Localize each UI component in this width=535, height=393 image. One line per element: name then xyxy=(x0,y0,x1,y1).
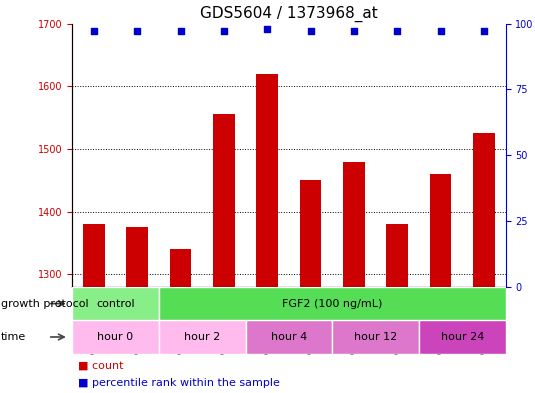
Text: GSM1224535: GSM1224535 xyxy=(305,289,316,354)
Bar xyxy=(202,287,246,354)
Point xyxy=(133,28,142,35)
Bar xyxy=(72,287,159,320)
Bar xyxy=(256,74,278,287)
Bar xyxy=(343,162,365,287)
Text: GSM1224534: GSM1224534 xyxy=(262,289,272,354)
Bar xyxy=(116,287,159,354)
Bar xyxy=(332,287,376,354)
Point xyxy=(480,28,488,35)
Text: hour 2: hour 2 xyxy=(184,332,220,342)
Text: hour 4: hour 4 xyxy=(271,332,307,342)
Bar xyxy=(386,224,408,287)
Bar xyxy=(246,287,289,354)
Text: GSM1224533: GSM1224533 xyxy=(219,289,229,354)
Text: FGF2 (100 ng/mL): FGF2 (100 ng/mL) xyxy=(282,299,383,309)
Text: GSM1224537: GSM1224537 xyxy=(392,289,402,354)
Text: GSM1224536: GSM1224536 xyxy=(349,289,359,354)
Bar xyxy=(419,320,506,354)
Bar xyxy=(300,180,322,287)
Text: hour 12: hour 12 xyxy=(354,332,397,342)
Bar xyxy=(419,287,462,354)
Text: hour 24: hour 24 xyxy=(440,332,484,342)
Text: control: control xyxy=(96,299,135,309)
Bar xyxy=(376,287,419,354)
Text: GSM1224531: GSM1224531 xyxy=(132,289,142,354)
Bar xyxy=(473,133,495,287)
Text: growth protocol: growth protocol xyxy=(1,299,89,309)
Bar xyxy=(332,320,419,354)
Bar xyxy=(72,287,116,354)
Bar xyxy=(159,320,246,354)
Text: GSM1224530: GSM1224530 xyxy=(89,289,99,354)
Point xyxy=(90,28,98,35)
Point xyxy=(393,28,402,35)
Bar xyxy=(159,287,506,320)
Text: GSM1224532: GSM1224532 xyxy=(175,289,186,354)
Bar xyxy=(159,287,202,354)
Bar xyxy=(170,249,192,287)
Point xyxy=(263,26,272,32)
Bar xyxy=(430,174,452,287)
Text: GSM1224538: GSM1224538 xyxy=(435,289,446,354)
Bar xyxy=(126,227,148,287)
Point xyxy=(350,28,358,35)
Bar xyxy=(462,287,506,354)
Text: ■ count: ■ count xyxy=(78,360,123,371)
Text: GSM1224539: GSM1224539 xyxy=(479,289,489,354)
Point xyxy=(177,28,185,35)
Point xyxy=(220,28,228,35)
Point xyxy=(437,28,445,35)
Bar xyxy=(213,114,235,287)
Point xyxy=(306,28,315,35)
Text: hour 0: hour 0 xyxy=(97,332,134,342)
Text: time: time xyxy=(1,332,26,342)
Title: GDS5604 / 1373968_at: GDS5604 / 1373968_at xyxy=(200,6,378,22)
Bar xyxy=(72,320,159,354)
Bar xyxy=(83,224,105,287)
Bar xyxy=(246,320,332,354)
Bar xyxy=(289,287,332,354)
Text: ■ percentile rank within the sample: ■ percentile rank within the sample xyxy=(78,378,279,388)
